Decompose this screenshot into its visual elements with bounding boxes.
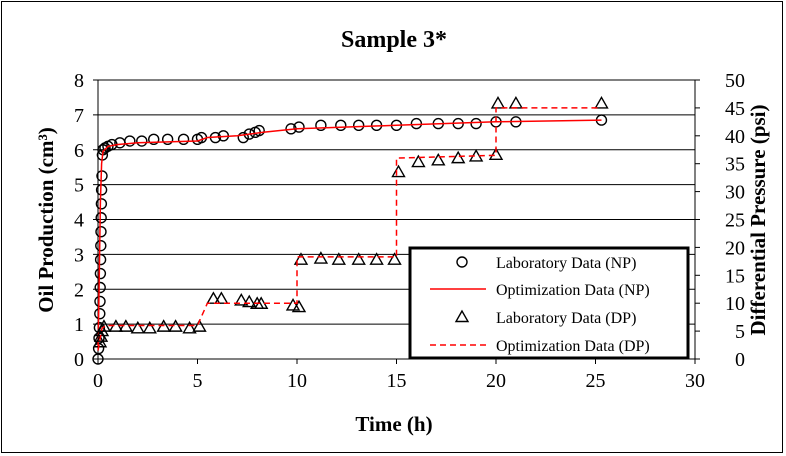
np-data-point xyxy=(237,131,249,144)
right-tick-label: 15 xyxy=(725,265,745,287)
x-tick-label: 20 xyxy=(486,370,506,392)
np-data-point xyxy=(95,212,107,224)
dp-data-point xyxy=(291,299,307,313)
np-data-point xyxy=(161,133,174,145)
np-data-point xyxy=(136,135,148,147)
np-data-point xyxy=(94,295,106,308)
left-axis-label: Oil Production (cm³) xyxy=(34,127,58,313)
dp-data-point xyxy=(490,96,506,109)
right-tick-label: 5 xyxy=(735,321,745,343)
x-axis-ticks: 0 5 10 15 20 25 30 xyxy=(93,359,705,392)
right-tick-label: 45 xyxy=(725,98,745,120)
np-data-point xyxy=(410,117,423,130)
x-axis-label: Time (h) xyxy=(355,412,432,436)
left-axis-ticks: 0 1 2 3 4 5 6 7 8 xyxy=(74,70,98,371)
dp-data-point xyxy=(351,252,366,265)
np-data-point xyxy=(253,124,265,137)
dp-data-point xyxy=(431,152,446,166)
left-tick-label: 8 xyxy=(74,70,84,92)
x-tick-label: 30 xyxy=(685,370,705,392)
x-tick-label: 25 xyxy=(586,370,606,392)
dp-data-point xyxy=(96,319,112,332)
np-data-point xyxy=(94,253,107,266)
dp-data-point xyxy=(214,291,229,304)
dp-data-point xyxy=(192,319,207,332)
dp-data-point xyxy=(411,154,426,168)
series-optimization-data-dp- xyxy=(97,107,602,351)
dp-data-point xyxy=(594,96,609,109)
right-tick-label: 0 xyxy=(735,349,745,371)
right-tick-label: 50 xyxy=(725,70,745,92)
np-data-point xyxy=(335,119,347,132)
legend: Laboratory Data (NP) Optimization Data (N… xyxy=(408,246,690,360)
np-data-point xyxy=(95,226,107,238)
np-data-point xyxy=(94,281,106,294)
dp-data-point xyxy=(508,96,524,109)
np-data-point xyxy=(148,133,160,145)
right-axis-label: Differential Pressure (psi) xyxy=(746,105,770,336)
legend-label: Optimization Data (DP) xyxy=(496,338,650,355)
legend-label: Optimization Data (NP) xyxy=(496,282,650,299)
dp-data-point xyxy=(285,298,301,311)
dp-data-point xyxy=(182,320,197,334)
np-data-point xyxy=(124,135,136,147)
right-tick-label: 10 xyxy=(725,293,745,315)
left-tick-label: 2 xyxy=(74,279,84,301)
dp-data-point xyxy=(387,252,402,265)
legend-circle-marker xyxy=(456,256,468,268)
dp-data-point xyxy=(142,320,157,334)
legend-box xyxy=(408,246,690,360)
np-fit-line xyxy=(97,119,602,349)
dp-data-point xyxy=(293,252,309,265)
left-tick-label: 5 xyxy=(74,175,84,197)
x-tick-label: 15 xyxy=(387,370,407,392)
np-data-point xyxy=(94,267,107,280)
dp-fit-line xyxy=(97,107,602,351)
series-layer xyxy=(92,96,609,365)
left-tick-label: 7 xyxy=(74,105,84,127)
np-data-point xyxy=(177,133,190,145)
right-tick-label: 25 xyxy=(725,210,745,232)
np-data-point xyxy=(293,121,305,133)
dp-data-point xyxy=(450,150,466,164)
right-tick-label: 35 xyxy=(725,154,745,176)
np-data-point xyxy=(95,198,108,210)
right-tick-label: 20 xyxy=(725,237,745,259)
x-tick-label: 10 xyxy=(287,370,307,392)
x-tick-label: 0 xyxy=(93,370,103,392)
dp-data-point xyxy=(391,164,406,178)
right-tick-label: 30 xyxy=(725,182,745,204)
left-tick-label: 1 xyxy=(74,314,84,336)
dp-data-point xyxy=(234,292,249,306)
dp-data-point xyxy=(369,252,384,265)
legend-triangle-marker xyxy=(454,309,470,323)
left-tick-label: 4 xyxy=(74,210,84,232)
x-tick-label: 5 xyxy=(193,370,203,392)
legend-label: Laboratory Data (DP) xyxy=(496,310,636,327)
dp-data-point xyxy=(130,320,146,334)
right-axis-ticks: 0 5 10 15 20 25 30 35 40 45 50 xyxy=(695,70,745,371)
left-tick-label: 0 xyxy=(74,349,84,371)
legend-label: Laboratory Data (NP) xyxy=(496,255,636,272)
left-tick-label: 6 xyxy=(74,140,84,162)
np-data-point xyxy=(352,119,365,132)
chart-title: Sample 3* xyxy=(341,27,447,53)
np-data-point xyxy=(315,119,327,132)
left-tick-label: 3 xyxy=(74,244,84,266)
np-data-point xyxy=(95,239,107,252)
series-optimization-data-np- xyxy=(97,119,602,349)
right-tick-label: 40 xyxy=(725,126,745,148)
dp-data-point xyxy=(488,147,504,160)
np-data-point xyxy=(470,117,482,130)
dp-data-point xyxy=(242,294,257,308)
dp-data-point xyxy=(206,291,221,304)
dp-data-point xyxy=(313,251,329,264)
np-data-point xyxy=(94,307,106,320)
dp-data-point xyxy=(331,252,346,265)
